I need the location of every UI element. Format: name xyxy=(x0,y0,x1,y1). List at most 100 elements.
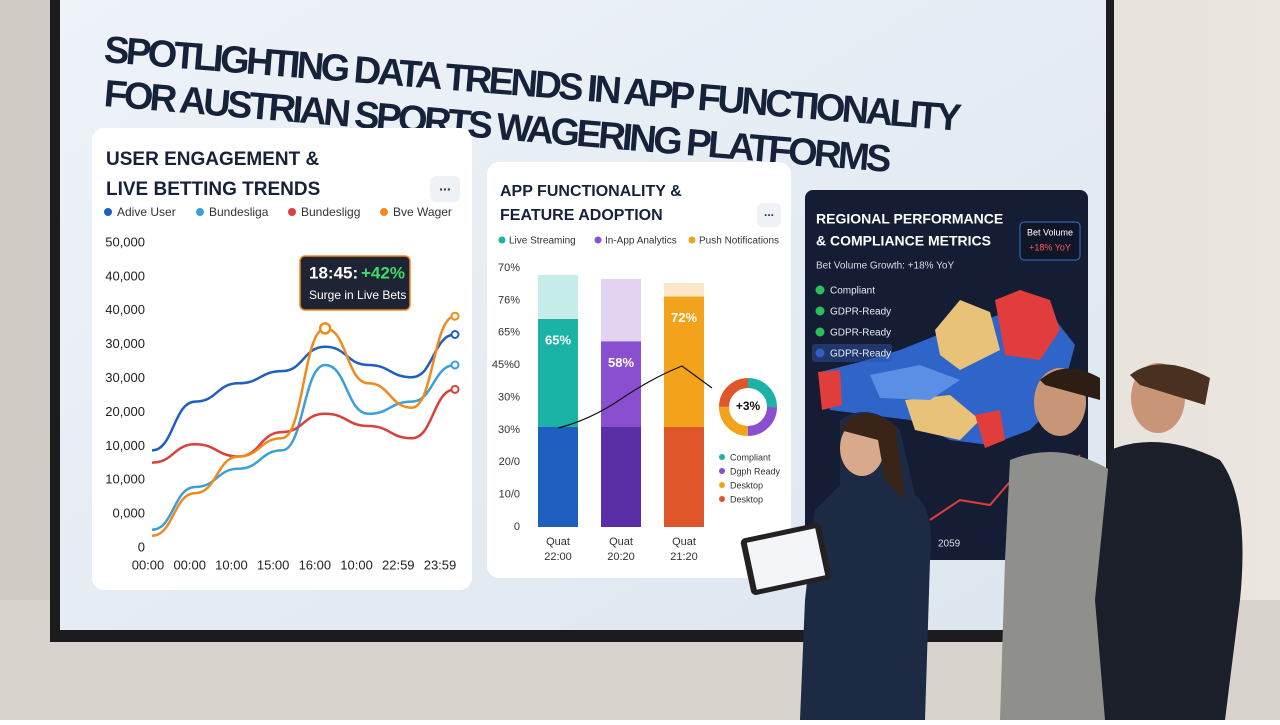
badge-label: Bet Volume xyxy=(1027,227,1073,237)
donut-segment xyxy=(719,378,777,436)
legend-swatch xyxy=(288,208,296,216)
x-tick-label: Quat xyxy=(672,536,696,548)
x-tick-label: 20:20 xyxy=(607,551,635,563)
panel-title: APP FUNCTIONALITY & xyxy=(500,183,682,200)
menu-label: ... xyxy=(439,178,451,194)
y-axis-label: 40,000 xyxy=(105,268,145,283)
x-tick-label: Quat xyxy=(546,536,570,548)
panel-title: USER ENGAGEMENT & xyxy=(106,149,320,170)
panel-title: LIVE BETTING TRENDS xyxy=(106,179,320,200)
check-icon xyxy=(815,285,825,295)
y-axis-label: 65% xyxy=(498,327,520,339)
bar-base xyxy=(601,427,641,527)
legend-swatch xyxy=(594,236,602,244)
value-label: 58% xyxy=(608,355,634,370)
y-axis-label: 10,000 xyxy=(105,438,145,453)
region xyxy=(905,395,980,440)
donut-segment xyxy=(719,378,777,436)
annotation-headline: 18:45: xyxy=(309,263,358,282)
legend-label: Push Notifications xyxy=(699,236,779,247)
check-highlight xyxy=(812,344,892,362)
legend-label: Bundesligg xyxy=(301,205,360,219)
value-label: 72% xyxy=(671,310,697,325)
y-axis-label: 0 xyxy=(138,539,145,554)
y-axis-label: 0,000 xyxy=(112,506,145,521)
panel-title: REGIONAL PERFORMANCE xyxy=(816,211,1003,227)
legend-label: Bundesliga xyxy=(209,205,269,219)
badge-value: +18% YoY xyxy=(1029,242,1071,252)
y-axis-label: 30,000 xyxy=(105,370,145,385)
end-point xyxy=(450,311,460,321)
line xyxy=(151,333,456,452)
y-axis-label: 50,000 xyxy=(105,234,145,249)
badge xyxy=(1019,221,1081,261)
x-tick-label: 00:00 xyxy=(132,557,165,572)
legend-label: Dgph Ready xyxy=(730,466,781,476)
end-point xyxy=(450,330,460,339)
menu-button[interactable] xyxy=(757,203,781,227)
map xyxy=(818,290,1075,448)
legend-label: Bve Wager xyxy=(393,205,452,219)
check-icon xyxy=(815,306,825,316)
x-tick-label: 10:00 xyxy=(215,557,248,572)
legend-swatch xyxy=(196,208,204,216)
legend-swatch xyxy=(688,236,696,244)
annotation-change: +42% xyxy=(361,263,405,282)
legend-swatch xyxy=(719,468,725,474)
x-tick-label: 16:00 xyxy=(299,557,332,572)
people xyxy=(740,363,1243,720)
y-axis-label: 10/0 xyxy=(499,489,520,501)
person xyxy=(1095,442,1243,720)
annotation-text: Surge in Live Bets xyxy=(309,288,406,302)
y-axis-label: 76% xyxy=(498,294,520,306)
y-axis-label: 30,000 xyxy=(105,336,145,351)
end-point xyxy=(450,384,460,394)
y-axis-label: 30% xyxy=(498,391,520,403)
y-axis-label: 20/0 xyxy=(499,456,520,468)
line xyxy=(151,314,456,538)
person xyxy=(1000,452,1131,720)
x-tick-label: 10:00 xyxy=(340,557,373,572)
x-tick-label: 22:00 xyxy=(544,551,572,563)
legend-label: Desktop xyxy=(730,494,763,504)
menu-label: ... xyxy=(764,205,774,219)
x-tick-label: 00:00 xyxy=(173,557,206,572)
legend-label: Adive User xyxy=(117,205,176,219)
y-axis-label: 45%0 xyxy=(492,359,520,371)
legend-swatch xyxy=(719,496,725,502)
hair xyxy=(1130,364,1210,405)
x-tick-label: 23:59 xyxy=(424,557,457,572)
legend-swatch xyxy=(498,236,506,244)
check-label: GDPR-Ready xyxy=(830,307,891,318)
x-tick-label: Quat xyxy=(609,536,633,548)
hair xyxy=(1040,368,1100,400)
growth-label: Bet Volume Growth: +18% YoY xyxy=(816,261,954,272)
y-axis-label: 40,000 xyxy=(105,302,145,317)
legend-label: In-App Analytics xyxy=(605,236,677,247)
annotation-point xyxy=(318,322,332,335)
donut-segment xyxy=(719,378,777,436)
line xyxy=(151,388,456,464)
y-axis-label: 70% xyxy=(498,262,520,274)
menu-button[interactable] xyxy=(430,176,460,202)
x-tick-label: 21:20 xyxy=(670,551,698,563)
value-label: 65% xyxy=(545,332,571,347)
panel-title: FEATURE ADOPTION xyxy=(500,207,663,224)
legend-label: Desktop xyxy=(730,480,763,490)
y-axis-label: 20,000 xyxy=(105,404,145,419)
legend-swatch xyxy=(104,208,112,216)
y-axis-label: 10,000 xyxy=(105,472,145,487)
hair xyxy=(840,413,905,500)
x-tick-label: 22:59 xyxy=(382,557,415,572)
x-tick-label: 15:00 xyxy=(257,557,290,572)
y-axis-label: 30% xyxy=(498,424,520,436)
bar-base xyxy=(664,427,704,527)
region xyxy=(975,410,1005,448)
region xyxy=(995,290,1060,360)
end-point xyxy=(450,360,460,370)
check-label: GDPR-Ready xyxy=(830,328,891,339)
legend-swatch xyxy=(719,482,725,488)
trend-line xyxy=(557,365,713,429)
line xyxy=(151,363,456,531)
